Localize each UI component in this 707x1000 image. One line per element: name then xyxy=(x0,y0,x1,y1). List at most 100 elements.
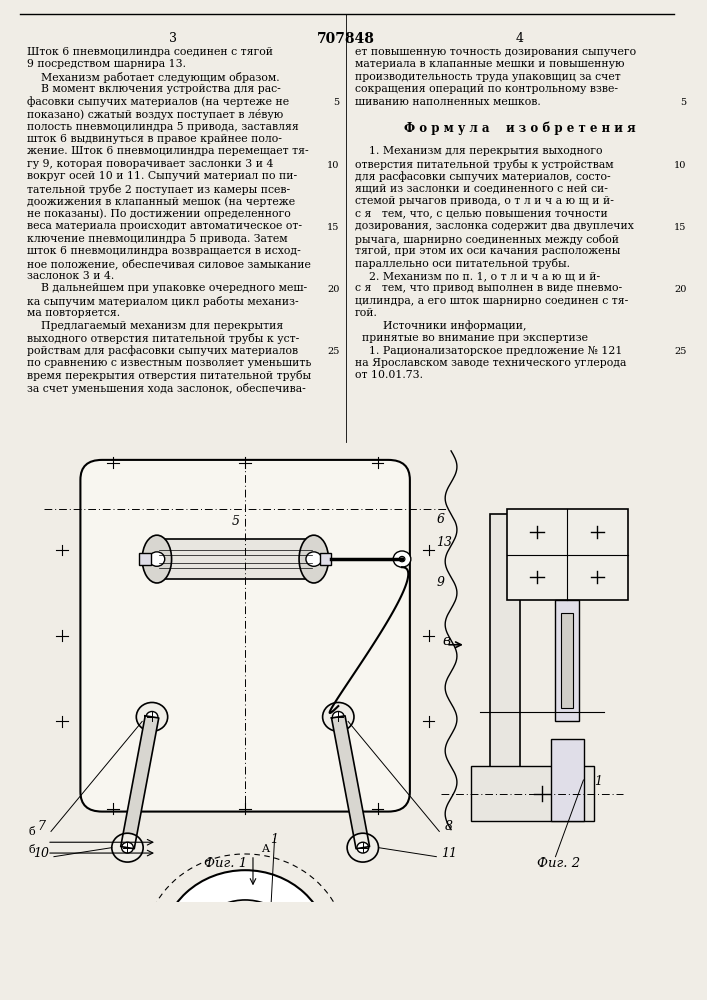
Text: производительность труда упаковщиц за счет: производительность труда упаковщиц за сч… xyxy=(355,72,621,82)
Text: 10: 10 xyxy=(327,161,339,170)
Text: 1. Рационализаторское предложение № 121: 1. Рационализаторское предложение № 121 xyxy=(355,346,622,356)
Text: Фиг. 1: Фиг. 1 xyxy=(204,857,247,870)
Text: шток 6 выдвинуться в правое крайнее поло-: шток 6 выдвинуться в правое крайнее поло… xyxy=(28,134,282,144)
Text: материала в клапанные мешки и повышенную: материала в клапанные мешки и повышенную xyxy=(355,59,624,69)
Circle shape xyxy=(347,833,378,862)
Bar xyxy=(157,539,314,579)
Text: 25: 25 xyxy=(674,347,686,356)
Text: 9: 9 xyxy=(436,576,444,589)
Text: Механизм работает следующим образом.: Механизм работает следующим образом. xyxy=(28,72,280,83)
Text: цилиндра, а его шток шарнирно соединен с тя-: цилиндра, а его шток шарнирно соединен с… xyxy=(355,296,629,306)
Text: Фиг. 2: Фиг. 2 xyxy=(537,857,580,870)
Text: с я   тем, что, с целью повышения точности: с я тем, что, с целью повышения точности xyxy=(355,209,608,219)
Text: Предлагаемый механизм для перекрытия: Предлагаемый механизм для перекрытия xyxy=(28,321,284,331)
Text: 5: 5 xyxy=(231,515,240,528)
Text: ключение пневмоцилиндра 5 привода. Затем: ключение пневмоцилиндра 5 привода. Затем xyxy=(28,234,288,244)
Text: стемой рычагов привода, о т л и ч а ю щ и й-: стемой рычагов привода, о т л и ч а ю щ … xyxy=(355,196,614,206)
Bar xyxy=(556,600,579,721)
Text: показано) сжатый воздух поступает в ле́вую: показано) сжатый воздух поступает в ле́в… xyxy=(28,109,284,120)
Text: ма повторяется.: ма повторяется. xyxy=(28,308,121,318)
Text: не показаны). По достижении определенного: не показаны). По достижении определенног… xyxy=(28,209,291,219)
Text: 15: 15 xyxy=(674,223,686,232)
Text: 4: 4 xyxy=(515,32,524,45)
Text: б: б xyxy=(29,827,36,837)
Text: ящий из заслонки и соединенного с ней си-: ящий из заслонки и соединенного с ней си… xyxy=(355,184,608,194)
Text: 1. Механизм для перекрытия выходного: 1. Механизм для перекрытия выходного xyxy=(355,146,602,156)
Text: вокруг осей 10 и 11. Сыпучий материал по пи-: вокруг осей 10 и 11. Сыпучий материал по… xyxy=(28,171,298,181)
Text: принятые во внимание при экспертизе: принятые во внимание при экспертизе xyxy=(355,333,588,343)
Polygon shape xyxy=(121,716,159,849)
Circle shape xyxy=(306,552,322,566)
Text: доожижения в клапанный мешок (на чертеже: доожижения в клапанный мешок (на чертеже xyxy=(28,196,296,207)
Circle shape xyxy=(149,552,165,566)
Text: 6: 6 xyxy=(436,513,444,526)
Text: 3: 3 xyxy=(168,32,177,45)
Bar xyxy=(551,739,584,821)
Text: от 10.01.73.: от 10.01.73. xyxy=(355,370,423,380)
Text: 25: 25 xyxy=(327,347,339,356)
Text: 5: 5 xyxy=(680,98,686,107)
Text: В момент включения устройства для рас-: В момент включения устройства для рас- xyxy=(28,84,281,94)
Text: в: в xyxy=(442,634,450,648)
Text: 10: 10 xyxy=(674,161,686,170)
Text: 11: 11 xyxy=(441,847,457,860)
Ellipse shape xyxy=(299,535,329,583)
Text: Шток 6 пневмоцилиндра соединен с тягой: Шток 6 пневмоцилиндра соединен с тягой xyxy=(28,47,274,57)
Text: тательной трубе 2 поступает из камеры псев-: тательной трубе 2 поступает из камеры пс… xyxy=(28,184,291,195)
Text: шиванию наполненных мешков.: шиванию наполненных мешков. xyxy=(355,97,541,107)
Text: 13: 13 xyxy=(436,536,452,549)
Text: Ф о р м у л а    и з о б р е т е н и я: Ф о р м у л а и з о б р е т е н и я xyxy=(404,122,636,135)
Text: 5: 5 xyxy=(333,98,339,107)
Bar xyxy=(471,766,594,821)
Text: фасовки сыпучих материалов (на чертеже не: фасовки сыпучих материалов (на чертеже н… xyxy=(28,97,290,107)
Text: параллельно оси питательной трубы.: параллельно оси питательной трубы. xyxy=(355,258,570,269)
Text: время перекрытия отверстия питательной трубы: время перекрытия отверстия питательной т… xyxy=(28,370,312,381)
Text: ное положение, обеспечивая силовое замыкание: ное положение, обеспечивая силовое замык… xyxy=(28,258,311,269)
FancyBboxPatch shape xyxy=(81,460,410,812)
Text: веса материала происходит автоматическое от-: веса материала происходит автоматическое… xyxy=(28,221,303,231)
Text: ка сыпучим материалом цикл работы механиз-: ка сыпучим материалом цикл работы механи… xyxy=(28,296,299,307)
Text: 707848: 707848 xyxy=(317,32,375,46)
Text: 8: 8 xyxy=(445,820,453,833)
Text: выходного отверстия питательной трубы к уст-: выходного отверстия питательной трубы к … xyxy=(28,333,300,344)
Text: с я   тем, что привод выполнен в виде пневмо-: с я тем, что привод выполнен в виде пнев… xyxy=(355,283,622,293)
Circle shape xyxy=(146,711,158,722)
Text: шток 6 пневмоцилиндра возвращается в исход-: шток 6 пневмоцилиндра возвращается в исх… xyxy=(28,246,301,256)
Text: 7: 7 xyxy=(37,820,45,833)
Bar xyxy=(507,509,628,600)
Circle shape xyxy=(399,556,405,562)
Text: гу 9, которая поворачивает заслонки 3 и 4: гу 9, которая поворачивает заслонки 3 и … xyxy=(28,159,274,169)
Text: гой.: гой. xyxy=(355,308,378,318)
Text: В дальнейшем при упаковке очередного меш-: В дальнейшем при упаковке очередного меш… xyxy=(28,283,308,293)
Text: Источники информации,: Источники информации, xyxy=(355,321,527,331)
Text: сокращения операций по контрольному взве-: сокращения операций по контрольному взве… xyxy=(355,84,618,94)
Bar xyxy=(490,514,520,776)
Polygon shape xyxy=(332,716,370,849)
Circle shape xyxy=(322,702,354,731)
Circle shape xyxy=(122,842,134,853)
Text: A: A xyxy=(261,844,269,854)
Text: ет повышенную точность дозирования сыпучего: ет повышенную точность дозирования сыпуч… xyxy=(355,47,636,57)
Circle shape xyxy=(357,842,368,853)
Text: рычага, шарнирно соединенных между собой: рычага, шарнирно соединенных между собой xyxy=(355,234,619,245)
Circle shape xyxy=(162,870,329,1000)
Text: 15: 15 xyxy=(327,223,339,232)
Text: дозирования, заслонка содержит два двуплечих: дозирования, заслонка содержит два двупл… xyxy=(355,221,634,231)
Text: 10: 10 xyxy=(33,847,49,860)
Text: отверстия питательной трубы к устройствам: отверстия питательной трубы к устройства… xyxy=(355,159,614,170)
Text: 20: 20 xyxy=(674,285,686,294)
Text: 20: 20 xyxy=(327,285,339,294)
Text: 9 посредством шарнира 13.: 9 посредством шарнира 13. xyxy=(28,59,187,69)
Ellipse shape xyxy=(142,535,172,583)
Text: ройствам для расфасовки сыпучих материалов: ройствам для расфасовки сыпучих материал… xyxy=(28,346,298,356)
Text: за счет уменьшения хода заслонок, обеспечива-: за счет уменьшения хода заслонок, обеспе… xyxy=(28,383,306,394)
Text: 1: 1 xyxy=(271,833,279,846)
Circle shape xyxy=(194,900,296,994)
Bar xyxy=(561,613,573,708)
Text: б: б xyxy=(29,845,36,855)
Circle shape xyxy=(393,551,411,567)
Circle shape xyxy=(136,702,168,731)
Circle shape xyxy=(112,833,143,862)
Text: тягой, при этом их оси качания расположены: тягой, при этом их оси качания расположе… xyxy=(355,246,620,256)
Bar xyxy=(320,553,332,565)
